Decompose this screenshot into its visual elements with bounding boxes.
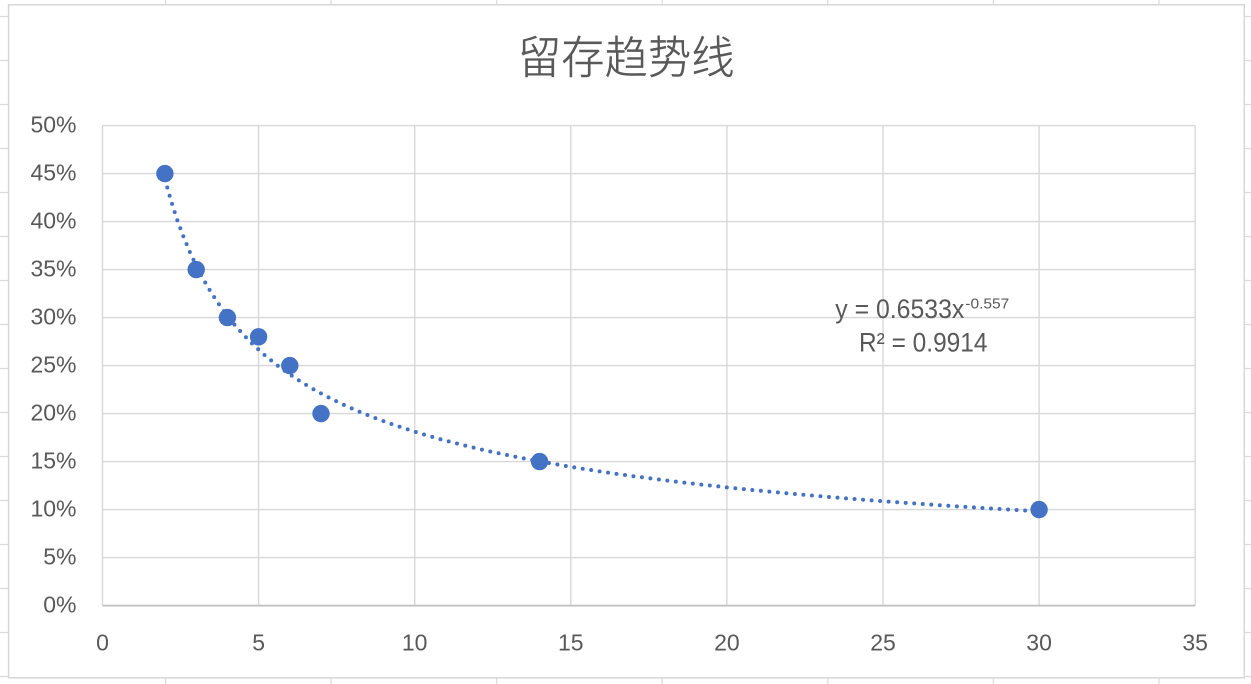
svg-text:15%: 15% bbox=[30, 448, 76, 474]
svg-text:0: 0 bbox=[96, 629, 109, 655]
svg-text:25%: 25% bbox=[30, 352, 76, 378]
svg-text:30: 30 bbox=[1026, 629, 1052, 655]
svg-text:50%: 50% bbox=[30, 112, 76, 138]
svg-text:R² = 0.9914: R² = 0.9914 bbox=[859, 328, 988, 358]
svg-text:10%: 10% bbox=[30, 496, 76, 522]
svg-text:15: 15 bbox=[558, 629, 584, 655]
svg-text:10: 10 bbox=[402, 629, 428, 655]
svg-text:20%: 20% bbox=[30, 400, 76, 426]
svg-text:0%: 0% bbox=[43, 592, 76, 618]
svg-text:35%: 35% bbox=[30, 256, 76, 282]
svg-text:45%: 45% bbox=[30, 160, 76, 186]
svg-text:30%: 30% bbox=[30, 304, 76, 330]
svg-text:5: 5 bbox=[252, 629, 265, 655]
svg-text:25: 25 bbox=[870, 629, 896, 655]
svg-text:y = 0.6533x: y = 0.6533x bbox=[835, 294, 964, 324]
svg-text:5%: 5% bbox=[43, 544, 76, 570]
svg-text:-0.557: -0.557 bbox=[965, 296, 1009, 313]
svg-text:20: 20 bbox=[714, 629, 740, 655]
svg-text:40%: 40% bbox=[30, 208, 76, 234]
svg-text:35: 35 bbox=[1182, 629, 1208, 655]
